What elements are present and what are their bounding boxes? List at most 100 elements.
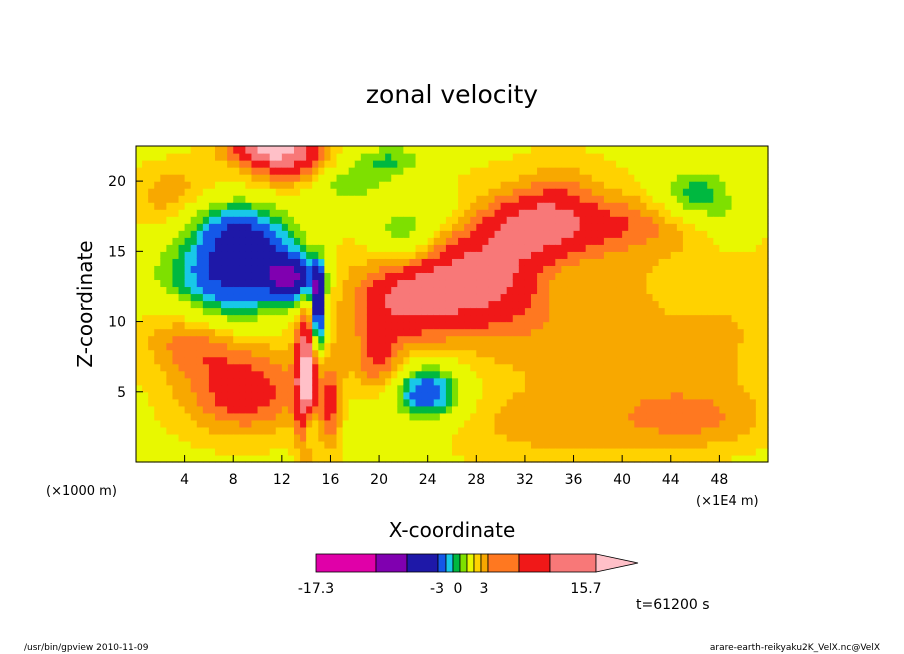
field-cell xyxy=(221,181,228,189)
field-cell xyxy=(294,356,301,365)
field-cell xyxy=(695,349,702,358)
field-cell xyxy=(269,321,277,330)
field-cell xyxy=(294,335,301,344)
field-cell xyxy=(415,405,423,414)
field-cell xyxy=(403,279,411,288)
field-cell xyxy=(591,160,599,168)
field-cell xyxy=(707,223,714,231)
field-cell xyxy=(537,349,544,358)
field-cell xyxy=(373,426,380,435)
field-cell xyxy=(403,412,411,421)
field-cell xyxy=(452,251,459,259)
field-cell xyxy=(336,300,344,309)
field-cell xyxy=(427,328,435,337)
field-cell xyxy=(202,230,210,238)
field-cell xyxy=(634,209,641,217)
field-cell xyxy=(306,398,313,407)
field-cell xyxy=(695,440,702,449)
field-cell xyxy=(275,251,283,259)
field-cell xyxy=(142,356,149,365)
field-cell xyxy=(415,279,423,288)
field-cell xyxy=(494,286,502,295)
field-cell xyxy=(318,328,325,337)
field-cell xyxy=(555,314,562,323)
field-cell xyxy=(233,377,240,386)
field-cell xyxy=(591,188,599,196)
field-cell xyxy=(366,405,374,414)
field-cell xyxy=(178,391,186,400)
field-cell xyxy=(239,272,246,281)
field-cell xyxy=(148,433,155,442)
field-cell xyxy=(743,181,751,189)
field-cell xyxy=(397,384,404,393)
field-cell xyxy=(233,286,240,295)
field-cell xyxy=(269,251,277,259)
field-cell xyxy=(312,391,319,400)
field-cell xyxy=(597,440,605,449)
field-cell xyxy=(312,209,319,217)
field-cell xyxy=(452,265,459,273)
field-cell xyxy=(488,433,496,442)
field-cell xyxy=(494,181,502,189)
field-cell xyxy=(294,223,301,231)
field-cell xyxy=(476,398,483,407)
field-cell xyxy=(518,181,526,189)
field-cell xyxy=(275,398,283,407)
field-cell xyxy=(330,146,338,154)
field-cell xyxy=(263,321,271,330)
field-cell xyxy=(464,391,471,400)
field-cell xyxy=(439,328,447,337)
field-cell xyxy=(312,342,319,351)
field-cell xyxy=(506,286,514,295)
field-cell xyxy=(287,328,295,337)
field-cell xyxy=(336,307,344,316)
field-cell xyxy=(263,440,271,449)
field-cell xyxy=(184,146,192,154)
field-cell xyxy=(603,356,611,365)
field-cell xyxy=(336,426,344,435)
field-cell xyxy=(725,384,733,393)
y-tick-label: 5 xyxy=(117,385,126,401)
field-cell xyxy=(373,349,380,358)
colorbar-segment xyxy=(480,553,489,573)
field-cell xyxy=(524,426,532,435)
field-cell xyxy=(433,321,441,330)
field-cell xyxy=(269,433,277,442)
field-cell xyxy=(597,181,605,189)
field-cell xyxy=(761,153,769,161)
field-cell xyxy=(354,433,362,442)
field-cell xyxy=(445,391,453,400)
field-cell xyxy=(215,377,222,386)
field-cell xyxy=(348,230,356,238)
field-cell xyxy=(294,454,301,463)
field-cell xyxy=(336,209,344,217)
field-cell xyxy=(652,160,660,168)
field-cell xyxy=(300,202,307,210)
field-cell xyxy=(628,202,635,210)
field-cell xyxy=(354,230,362,238)
field-cell xyxy=(397,426,404,435)
field-cell xyxy=(676,342,684,351)
field-cell xyxy=(634,342,641,351)
field-cell xyxy=(603,440,611,449)
field-cell xyxy=(567,377,575,386)
field-cell xyxy=(579,153,587,161)
field-cell xyxy=(628,293,635,302)
field-cell xyxy=(391,454,398,463)
field-cell xyxy=(689,433,696,442)
field-cell xyxy=(148,370,155,379)
field-cell xyxy=(543,328,550,337)
field-cell xyxy=(658,363,666,372)
field-cell xyxy=(251,279,259,288)
field-cell xyxy=(269,293,277,302)
field-cell xyxy=(275,258,283,266)
field-cell xyxy=(227,244,234,252)
field-cell xyxy=(567,321,575,330)
field-cell xyxy=(366,244,374,252)
field-cell xyxy=(330,258,338,266)
field-cell xyxy=(488,230,496,238)
field-cell xyxy=(269,160,277,168)
field-cell xyxy=(458,426,465,435)
field-cell xyxy=(567,426,575,435)
field-cell xyxy=(512,202,520,210)
